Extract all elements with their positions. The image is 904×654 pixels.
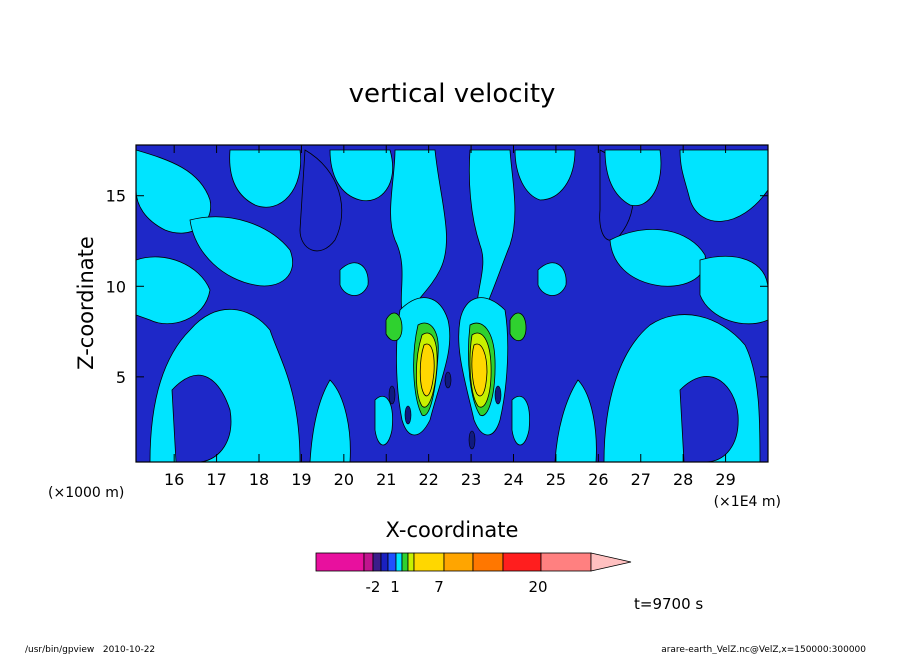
colorbar-ticks: -2 1 7 20: [366, 578, 548, 596]
x-axis-label: X-coordinate: [386, 518, 519, 542]
x-tick-label: 17: [206, 470, 226, 489]
y-tick-label: 15: [106, 187, 126, 206]
x-unit-right: (×1E4 m): [714, 494, 781, 510]
plot-area: [136, 145, 768, 462]
colorbar-segment: [472, 552, 504, 572]
time-label: t=9700 s: [634, 595, 703, 613]
x-tick-label: 21: [376, 470, 396, 489]
x-tick-label: 27: [631, 470, 651, 489]
colorbar-segment: [387, 552, 397, 572]
colorbar: [315, 552, 632, 572]
chart-title: vertical velocity: [349, 79, 556, 109]
colorbar-segment: [380, 552, 389, 572]
x-tick-label: 24: [503, 470, 523, 489]
plot-frame: [135, 144, 769, 463]
y-axis-ticks: 5 10 15: [106, 187, 768, 387]
colorbar-tick-label: 20: [528, 578, 547, 596]
colorbar-segment: [407, 552, 415, 572]
contour-cyan: [136, 149, 768, 462]
colorbar-segment: [540, 552, 592, 572]
x-tick-label: 28: [673, 470, 693, 489]
colorbar-segment: [363, 552, 374, 572]
x-tick-label: 20: [334, 470, 354, 489]
colorbar-extend-arrow: [590, 552, 632, 572]
colorbar-tick-label: 1: [390, 578, 400, 596]
colorbar-tick-label: 7: [434, 578, 444, 596]
contour-dark-blue: [388, 371, 502, 450]
x-tick-label: 23: [461, 470, 481, 489]
colorbar-segment: [401, 552, 409, 572]
footer-right: arare-earth_VelZ.nc@VelZ,x=150000:300000: [661, 645, 866, 654]
y-tick-label: 5: [116, 368, 126, 387]
x-tick-label: 18: [249, 470, 269, 489]
colorbar-tick-label: -2: [366, 578, 381, 596]
colorbar-segment: [395, 552, 403, 572]
x-unit-left: (×1000 m): [48, 485, 124, 501]
footer-left: /usr/bin/gpview 2010-10-22: [25, 645, 155, 654]
x-tick-label: 29: [715, 470, 735, 489]
y-tick-label: 10: [106, 277, 126, 296]
x-tick-label: 19: [291, 470, 311, 489]
contour-yellow: [419, 343, 488, 397]
x-tick-label: 16: [164, 470, 184, 489]
x-tick-label: 25: [546, 470, 566, 489]
x-axis-ticks: 16 17 18 19 20 21 22 23 24 25 26 27 28 29: [164, 145, 736, 489]
x-tick-label: 26: [588, 470, 608, 489]
x-tick-label: 22: [418, 470, 438, 489]
colorbar-segment: [315, 552, 365, 572]
y-axis-label: Z-coordinate: [74, 236, 98, 370]
colorbar-segment: [413, 552, 445, 572]
colorbar-segment: [502, 552, 542, 572]
colorbar-segment: [443, 552, 474, 572]
colorbar-segment: [372, 552, 382, 572]
